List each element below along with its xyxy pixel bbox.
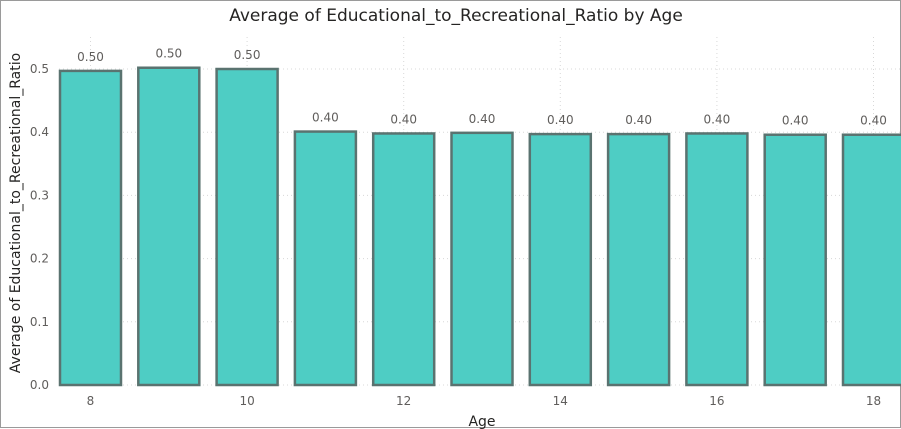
data-label: 0.50 [77,50,104,64]
bar[interactable] [685,132,749,387]
x-tick-label: 18 [866,394,881,408]
x-tick-label: 10 [239,394,254,408]
y-axis-title: Average of Educational_to_Recreational_R… [8,53,24,373]
data-label: 0.50 [234,48,261,62]
data-label: 0.50 [155,47,182,61]
bar[interactable] [215,67,279,387]
data-label: 0.40 [782,114,809,128]
data-labels: 0.50 0.50 0.50 0.40 0.40 0.40 0.40 0.40 0.40 0.40… [77,47,887,128]
chart-title: Average of Educational_to_Recreational_R… [229,6,683,26]
x-tick-label: 8 [87,394,95,408]
y-tick-label: 0.5 [30,62,49,76]
x-axis-ticks: 8 10 12 14 16 18 [87,394,881,408]
x-tick-label: 16 [709,394,724,408]
y-tick-label: 0.1 [30,315,49,329]
bar[interactable] [58,69,123,387]
bar[interactable] [371,132,436,387]
bar[interactable] [841,133,901,387]
y-axis-ticks: 0.0 0.1 0.2 0.3 0.4 0.5 [30,62,49,392]
y-tick-label: 0.0 [30,378,49,392]
y-tick-label: 0.2 [30,252,49,266]
x-axis-title: Age [468,414,495,429]
x-tick-label: 12 [396,394,411,408]
data-label: 0.40 [860,114,887,128]
bars [58,66,901,387]
bar[interactable] [528,132,593,387]
data-label: 0.40 [390,112,417,126]
bar[interactable] [606,132,671,387]
data-label: 0.40 [547,113,574,127]
y-tick-label: 0.4 [30,125,49,139]
x-tick-label: 14 [553,394,568,408]
bar[interactable] [137,66,201,387]
y-tick-label: 0.3 [30,188,49,202]
data-label: 0.40 [704,112,731,126]
bar[interactable] [763,133,827,387]
data-label: 0.40 [625,113,652,127]
bar[interactable] [293,130,358,387]
data-label: 0.40 [312,111,339,125]
bar[interactable] [450,131,514,387]
data-label: 0.40 [469,112,496,126]
